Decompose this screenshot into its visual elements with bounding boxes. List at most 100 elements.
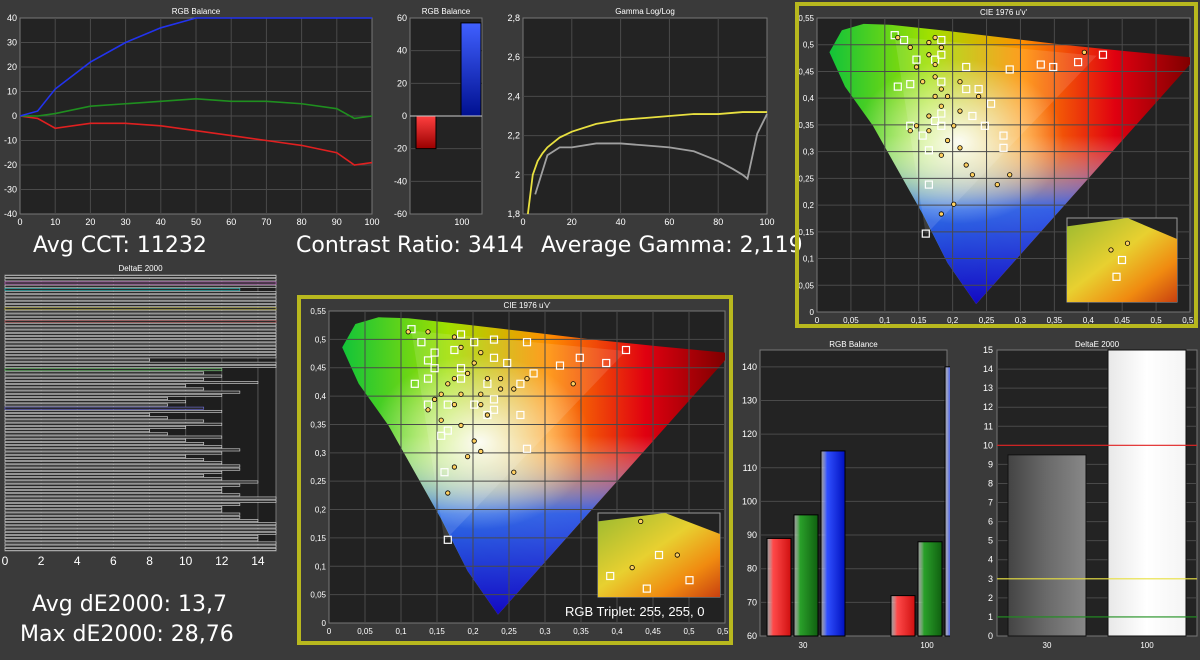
- deltae-bar: [4, 390, 241, 394]
- y-tick-label: 0,2: [315, 506, 327, 515]
- measured-point: [498, 386, 504, 392]
- y-tick-label: 60: [747, 631, 757, 641]
- target-point: [937, 109, 946, 118]
- y-tick-label: 0,05: [799, 281, 815, 290]
- y-tick-label: 0,45: [799, 67, 815, 76]
- measured-point: [425, 329, 431, 335]
- y-tick-label: 2: [988, 593, 993, 603]
- x-tick-label: 0,45: [1114, 316, 1130, 324]
- target-point: [999, 131, 1008, 140]
- measured-point: [498, 376, 504, 382]
- measured-point: [458, 344, 464, 351]
- gamma-loglog-chart: Gamma Log/Log 1,8 2 2,2 2,4 2,6 2,8 0 20 40 60 80 10…: [507, 7, 774, 227]
- deltae-bar: [4, 432, 168, 436]
- y-tick-label: 0,25: [310, 477, 326, 486]
- x-tick-label: 0,05: [357, 627, 373, 636]
- x-tick-label: 0: [2, 554, 9, 568]
- deltae-bar: [4, 294, 277, 298]
- deltae-bar: [4, 339, 277, 343]
- target-point: [516, 410, 525, 420]
- y-tick-label: -40: [4, 209, 17, 219]
- deltae-bar: [4, 313, 277, 317]
- y-tick-label: 30: [7, 38, 17, 48]
- cie-top-panel: CIE 1976 u'v' 0 0,05 0,1 0,15 0,2 0,25 0,3 0,35 0…: [798, 6, 1198, 325]
- inset-measured-point: [1124, 240, 1131, 246]
- deltae-bar: [4, 461, 223, 465]
- target-point: [450, 345, 459, 355]
- deltae-bar: [4, 355, 277, 359]
- series-line-green: [20, 98, 373, 120]
- deltae-bar: [4, 393, 223, 397]
- target-point: [423, 374, 433, 383]
- y-tick-label: -10: [4, 136, 17, 146]
- measured-point: [432, 396, 438, 403]
- target-point: [918, 131, 927, 140]
- y-tick-label: 14: [983, 364, 993, 374]
- target-point: [937, 77, 946, 86]
- measured-point: [524, 376, 530, 382]
- deltae-bar: [4, 480, 259, 484]
- x-tick-label: 100: [1140, 641, 1154, 650]
- y-tick-label: 0,4: [803, 94, 815, 103]
- y-tick-label: 100: [742, 496, 757, 506]
- y-tick-label: 20: [397, 78, 407, 88]
- measured-point: [926, 52, 932, 58]
- x-tick-label: 8: [146, 554, 153, 568]
- y-tick-label: -20: [4, 160, 17, 170]
- measured-point: [1081, 49, 1087, 55]
- deltae-bar: [4, 438, 186, 442]
- target-point: [407, 325, 416, 334]
- x-tick-label: 60: [664, 217, 674, 227]
- x-tick-label: 0: [327, 627, 332, 636]
- deltae-bar: [4, 525, 277, 529]
- inset-measured-point: [674, 552, 680, 558]
- measured-point: [907, 128, 913, 134]
- y-tick-label: 12: [983, 402, 993, 412]
- deltae-bar: [4, 419, 205, 423]
- y-tick-label: 20: [7, 62, 17, 72]
- measured-point: [926, 128, 932, 134]
- avg-de-label: Avg dE2000: 13,7: [32, 592, 227, 617]
- inset-target-point: [685, 576, 694, 585]
- x-tick-label: 0,25: [979, 316, 995, 324]
- measured-point: [478, 402, 484, 408]
- measured-point: [944, 137, 951, 144]
- target-point: [456, 330, 466, 339]
- x-tick-label: 70: [261, 217, 271, 227]
- x-tick-label: 0,1: [395, 627, 407, 636]
- y-tick-label: 6: [988, 517, 993, 527]
- x-tick-label: 0,4: [611, 627, 623, 636]
- deltae-bar: [4, 458, 205, 461]
- x-tick-label: 100: [920, 641, 934, 650]
- y-tick-label: 0,35: [799, 121, 815, 130]
- measured-point: [976, 93, 982, 100]
- deltae-bar: [4, 377, 205, 381]
- inset-target-point: [606, 571, 615, 581]
- x-tick-label: 0,3: [539, 627, 551, 636]
- chart-title: RGB Balance: [172, 7, 221, 16]
- x-tick-label: 0,5: [683, 627, 695, 636]
- y-tick-label: 0: [12, 111, 17, 121]
- measured-point: [458, 391, 464, 397]
- x-tick-label: 0,5: [1151, 316, 1163, 324]
- target-point: [410, 379, 419, 388]
- deltae-bar: [4, 275, 277, 279]
- y-tick-label: 60: [397, 13, 407, 23]
- measured-point: [1007, 172, 1013, 178]
- target-point: [443, 400, 452, 409]
- deltae-bar: [4, 464, 241, 468]
- x-tick-label: 0,1: [879, 316, 891, 324]
- y-tick-label: 0,5: [803, 41, 815, 50]
- x-tick-label: 100: [759, 217, 774, 227]
- x-tick-label: 80: [297, 217, 307, 227]
- measured-point: [465, 454, 471, 460]
- bar-green: [917, 541, 943, 637]
- y-tick-label: 15: [983, 345, 993, 355]
- chart-title: CIE 1976 u'v': [503, 301, 551, 310]
- chart-title: CIE 1976 u'v': [980, 8, 1028, 17]
- inset-target-point: [1117, 255, 1127, 265]
- gamut-triangle: [894, 36, 1097, 235]
- deltae-hbar-panel: DeltaE 2000 0 2 4 6 8 10 12 14: [0, 262, 290, 574]
- target-point: [489, 395, 499, 404]
- y-tick-label: 2: [515, 170, 520, 180]
